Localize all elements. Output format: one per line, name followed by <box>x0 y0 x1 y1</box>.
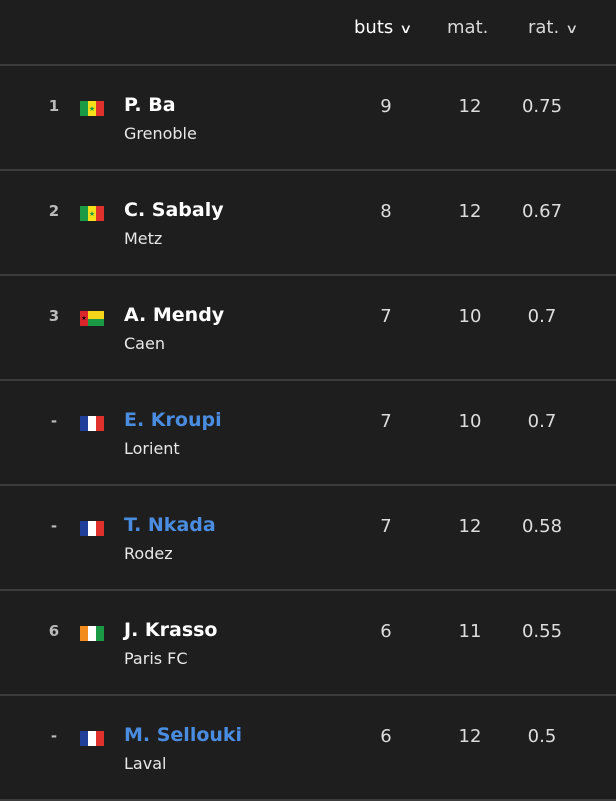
sort-goals-button[interactable]: buts ∨ <box>354 17 413 38</box>
club-name: Lorient <box>124 439 180 458</box>
france-flag-icon <box>80 521 104 536</box>
matches-value: 12 <box>458 96 482 117</box>
ratio-value: 0.58 <box>521 516 563 537</box>
ratio-value: 0.55 <box>521 621 563 642</box>
france-flag-icon <box>80 416 104 431</box>
matches-value: 10 <box>458 306 482 327</box>
club-name: Metz <box>124 229 163 248</box>
club-name: Paris FC <box>124 649 188 668</box>
goals-header-label: buts <box>354 17 394 38</box>
player-name[interactable]: T. Nkada <box>124 514 216 536</box>
matches-value: 12 <box>458 201 482 222</box>
goals-value: 7 <box>380 516 392 537</box>
matches-value: 12 <box>458 516 482 537</box>
senegal-flag-icon: ★ <box>80 101 104 116</box>
table-row[interactable]: - M. Sellouki Laval 6 12 0.5 <box>0 696 616 801</box>
rank: 2 <box>48 202 60 220</box>
ratio-value: 0.5 <box>527 726 557 747</box>
club-name: Laval <box>124 754 167 773</box>
table-row[interactable]: 1 ★ P. Ba Grenoble 9 12 0.75 <box>0 66 616 171</box>
rank: - <box>50 517 58 535</box>
club-name: Caen <box>124 334 165 353</box>
rank: 3 <box>48 307 60 325</box>
matches-header[interactable]: mat. <box>447 17 489 38</box>
ratio-value: 0.7 <box>527 306 557 327</box>
rank: - <box>50 412 58 430</box>
table-row[interactable]: - E. Kroupi Lorient 7 10 0.7 <box>0 381 616 486</box>
player-name: C. Sabaly <box>124 199 224 221</box>
rank: 1 <box>48 97 60 115</box>
goals-value: 9 <box>380 96 392 117</box>
table-row[interactable]: - T. Nkada Rodez 7 12 0.58 <box>0 486 616 591</box>
guinea-bissau-flag-icon: ★ <box>80 311 104 326</box>
club-name: Rodez <box>124 544 173 563</box>
player-list: 1 ★ P. Ba Grenoble 9 12 0.75 2 ★ C. Sabal… <box>0 66 616 801</box>
table-row[interactable]: 2 ★ C. Sabaly Metz 8 12 0.67 <box>0 171 616 276</box>
goals-value: 8 <box>380 201 392 222</box>
matches-value: 12 <box>458 726 482 747</box>
france-flag-icon <box>80 731 104 746</box>
ratio-value: 0.75 <box>521 96 563 117</box>
rank: - <box>50 727 58 745</box>
matches-value: 11 <box>458 621 482 642</box>
ivory-coast-flag-icon <box>80 626 104 641</box>
player-name[interactable]: E. Kroupi <box>124 409 222 431</box>
ratio-header-label: rat. <box>528 17 560 38</box>
club-name: Grenoble <box>124 124 197 143</box>
goals-value: 7 <box>380 306 392 327</box>
table-row[interactable]: 3 ★ A. Mendy Caen 7 10 0.7 <box>0 276 616 381</box>
player-name: J. Krasso <box>124 619 218 641</box>
matches-value: 10 <box>458 411 482 432</box>
player-name: A. Mendy <box>124 304 225 326</box>
sort-ratio-button[interactable]: rat. ∨ <box>528 17 579 38</box>
goals-value: 6 <box>380 621 392 642</box>
goals-value: 7 <box>380 411 392 432</box>
player-name[interactable]: M. Sellouki <box>124 724 243 746</box>
chevron-down-icon: ∨ <box>399 22 413 37</box>
rank: 6 <box>48 622 60 640</box>
ratio-value: 0.7 <box>527 411 557 432</box>
goals-value: 6 <box>380 726 392 747</box>
ratio-value: 0.67 <box>521 201 563 222</box>
table-row[interactable]: 6 J. Krasso Paris FC 6 11 0.55 <box>0 591 616 696</box>
senegal-flag-icon: ★ <box>80 206 104 221</box>
table-header: buts ∨ mat. rat. ∨ <box>0 0 616 66</box>
player-name: P. Ba <box>124 94 176 116</box>
chevron-down-icon: ∨ <box>565 22 579 37</box>
